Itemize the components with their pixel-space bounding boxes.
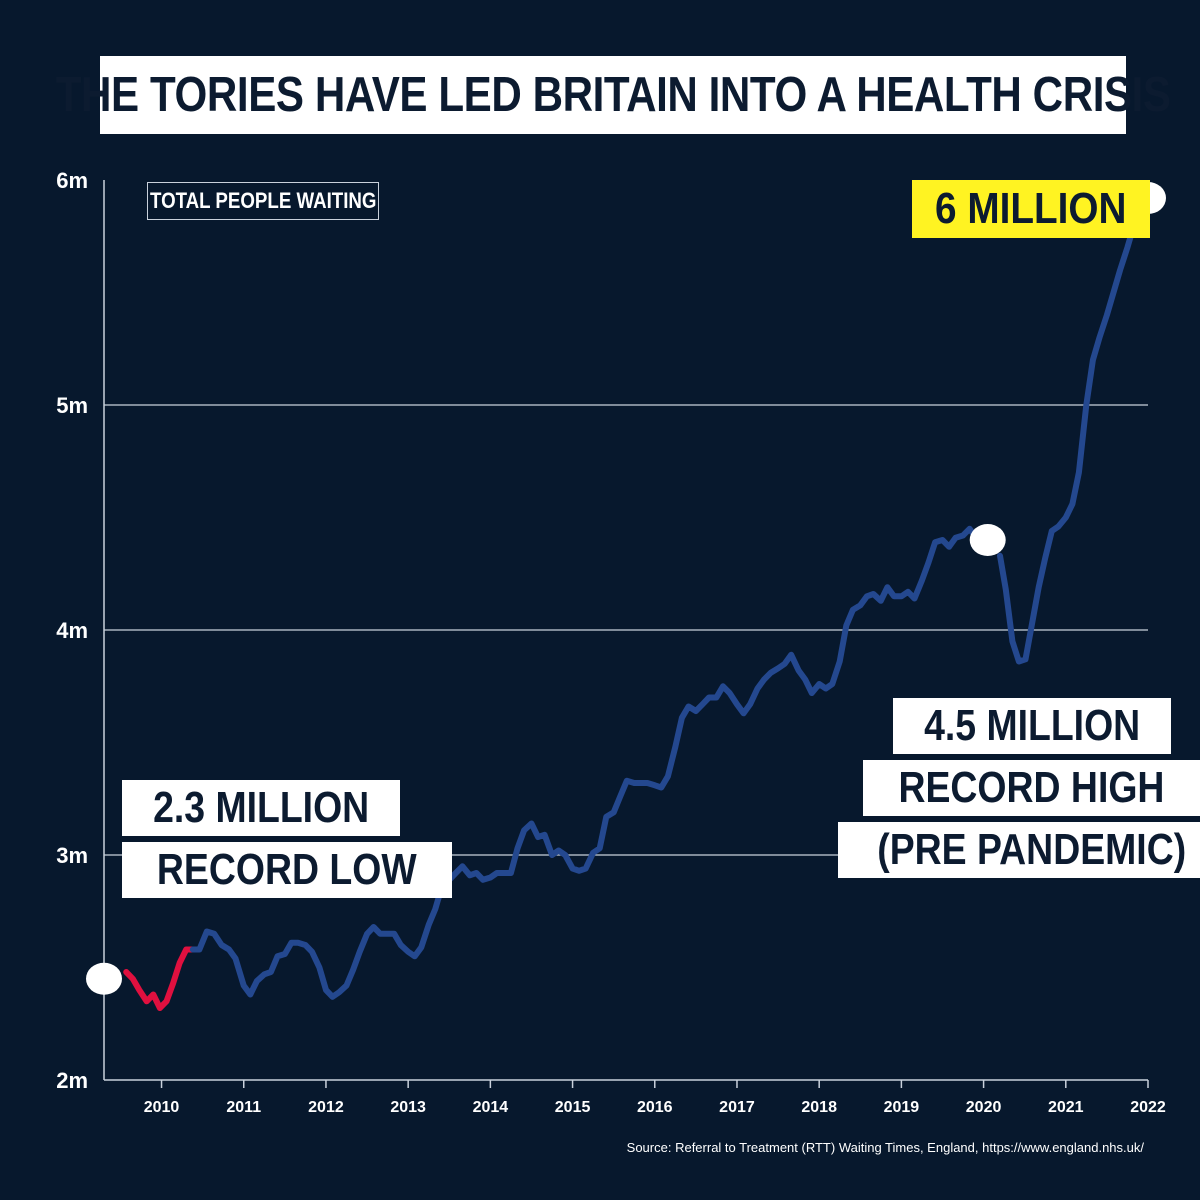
x-tick-label: 2022 — [1130, 1099, 1166, 1116]
marker-point-1 — [969, 524, 1006, 556]
callout-record-low-caption: RECORD LOW — [156, 845, 417, 894]
x-tick-label: 2020 — [966, 1099, 1002, 1116]
y-tick-label: 6m — [56, 168, 88, 193]
callout-record-high-line2: RECORD HIGH — [863, 760, 1200, 816]
x-tick-label: 2021 — [1048, 1099, 1084, 1116]
callout-record-high-value: 4.5 MILLION — [923, 701, 1140, 750]
callout-record-high-caption: RECORD HIGH — [898, 763, 1165, 812]
callout-current: 6 MILLION — [912, 180, 1150, 238]
x-tick-label: 2017 — [719, 1099, 755, 1116]
chart-title: THE TORIES HAVE LED BRITAIN INTO A HEALT… — [55, 68, 1171, 122]
callout-current-value: 6 MILLION — [935, 184, 1127, 233]
tick-labels: 2m 3m 4m 5m 6m 2010 2011 2012 2013 2014 2015 2016 20… — [56, 168, 1166, 1116]
x-tick-label: 2013 — [390, 1099, 426, 1116]
series-line-2 — [997, 195, 1151, 665]
x-tick-label: 2011 — [226, 1099, 261, 1116]
axes — [103, 180, 1149, 1088]
callout-record-low-line1: 2.3 MILLION — [122, 780, 401, 836]
source-note: Source: Referral to Treatment (RTT) Wait… — [626, 1140, 1144, 1155]
callout-record-high: 4.5 MILLION RECORD HIGH (PRE PANDEMIC) — [838, 698, 1200, 884]
x-tick-label: 2014 — [473, 1099, 509, 1116]
x-tick-label: 2019 — [884, 1099, 920, 1116]
series-lines — [123, 195, 1151, 1011]
callout-record-low-line2: RECORD LOW — [122, 842, 452, 898]
callout-record-low-value: 2.3 MILLION — [153, 783, 370, 832]
y-tick-label: 3m — [56, 843, 88, 868]
callout-record-low: 2.3 MILLION RECORD LOW — [122, 780, 452, 904]
series-label: TOTAL PEOPLE WAITING — [147, 182, 379, 220]
y-tick-label: 5m — [56, 393, 88, 418]
x-tick-label: 2012 — [308, 1099, 344, 1116]
callout-record-high-note: (PRE PANDEMIC) — [877, 825, 1187, 874]
series-line-0 — [123, 946, 196, 1011]
y-tick-label: 2m — [56, 1068, 88, 1093]
series-line-1 — [189, 525, 980, 1000]
marker-point-0 — [86, 962, 122, 995]
x-tick-label: 2018 — [801, 1099, 837, 1116]
callout-record-high-line1: 4.5 MILLION — [892, 698, 1171, 754]
x-tick-label: 2015 — [555, 1099, 591, 1116]
y-tick-label: 4m — [56, 618, 88, 643]
chart-title-box: THE TORIES HAVE LED BRITAIN INTO A HEALT… — [56, 56, 1171, 134]
series-label-text: TOTAL PEOPLE WAITING — [149, 188, 377, 213]
x-tick-label: 2010 — [144, 1099, 180, 1116]
callout-record-high-line3: (PRE PANDEMIC) — [838, 822, 1200, 878]
x-tick-label: 2016 — [637, 1099, 673, 1116]
